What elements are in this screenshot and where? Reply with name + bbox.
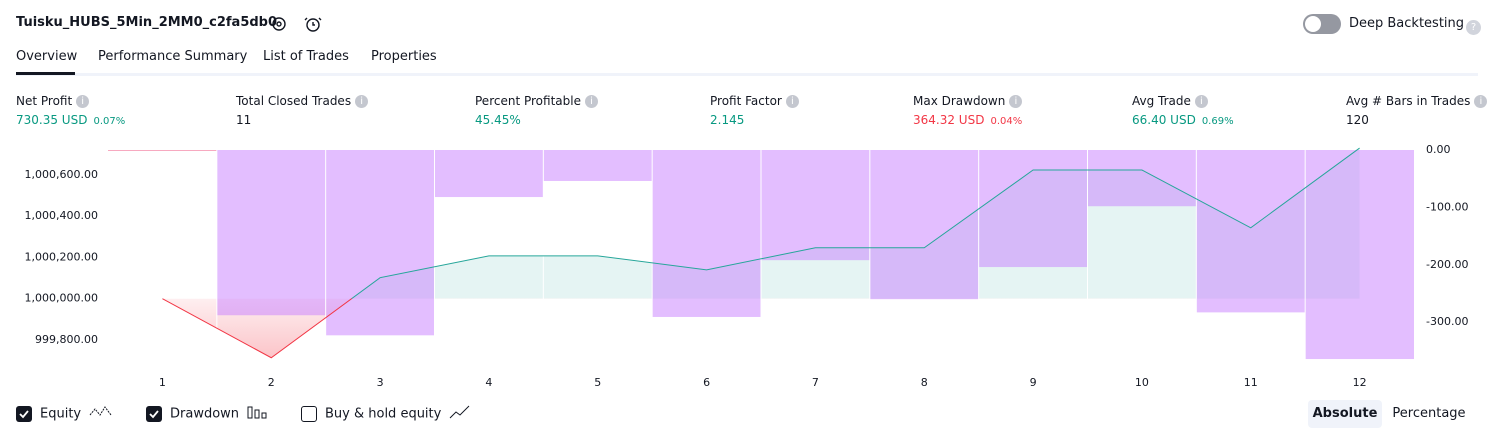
x-tick-label: 4 [485,376,492,389]
metric-label: Avg Trade i [1132,94,1208,108]
metric-value-text: 730.35 USD [16,113,88,127]
x-tick-label: 8 [921,376,928,389]
x-tick-label: 6 [703,376,710,389]
legend-toggle[interactable]: Buy & hold equity [301,405,471,423]
legend-label: Drawdown [170,406,240,422]
x-tick-label: 11 [1244,376,1258,389]
tab[interactable]: List of Trades [263,49,349,64]
header-icons[interactable] [270,14,330,34]
metric-label: Percent Profitable i [475,94,598,108]
metric-percent: 0.04% [990,116,1023,127]
deep-toggle[interactable] [1303,14,1341,34]
drawdown-bar [1305,150,1414,360]
metric-value: 45.45% [475,113,521,127]
metric-value: 120 [1346,113,1369,127]
y2-tick-label: -100.00 [1426,200,1468,213]
metric-value-text: 45.45% [475,113,521,127]
metric-label-text: Avg # Bars in Trades [1346,94,1471,108]
metric-value: 11 [236,113,251,127]
y-tick-label: 1,000,400.00 [25,209,98,222]
metric-label: Avg # Bars in Trades i [1346,94,1488,108]
info-icon[interactable]: i [76,95,90,108]
metric-label: Total Closed Trades i [236,94,369,108]
x-tick-label: 5 [594,376,601,389]
info-icon[interactable]: i [1474,95,1488,108]
metric-label: Net Profit i [16,94,90,108]
drawdown-bar [543,150,653,181]
metric-value: 66.40 USD 0.69% [1132,113,1234,127]
deep-label: Deep Backtesting [1349,16,1465,31]
drawdown-bar [1196,150,1306,313]
tab-divider [16,73,1478,76]
checkbox[interactable] [146,406,162,422]
tab[interactable]: Properties [371,49,437,64]
drawdown-bar [216,150,326,316]
metric-value-text: 66.40 USD [1132,113,1196,127]
x-tick-label: 10 [1135,376,1149,389]
drawdown-bar [869,150,979,300]
metric-label-text: Profit Factor [710,94,782,108]
y2-tick-label: -300.00 [1426,315,1468,328]
mode-button[interactable]: Absolute [1308,400,1382,428]
drawdown-bar [978,150,1088,268]
metric-value-text: 11 [236,113,252,127]
y-tick-label: 999,800.00 [35,333,98,346]
x-tick-label: 1 [159,376,166,389]
drawdown-bar [434,150,544,198]
metric-value: 2.145 [710,113,744,127]
metric-percent: 0.07% [93,116,126,127]
checkbox[interactable] [16,406,32,422]
metric-value-text: 2.145 [710,113,745,127]
legend-label: Buy & hold equity [325,406,442,422]
info-icon[interactable]: i [1009,95,1023,108]
x-tick-label: 2 [268,376,275,389]
metric-value: 364.32 USD 0.04% [913,113,1022,127]
drawdown-bar [761,150,870,261]
tab-underline [16,72,75,75]
metric-label: Profit Factor i [710,94,799,108]
info-icon[interactable]: i [584,95,598,108]
info-icon[interactable]: i [355,95,369,108]
x-tick-label: 3 [377,376,384,389]
legend-icon [89,406,113,423]
tab[interactable]: Overview [16,49,78,64]
checkbox[interactable] [301,406,317,422]
y-tick-label: 1,000,000.00 [25,292,98,305]
tab[interactable]: Performance Summary [98,49,248,64]
legend-icon [449,405,471,423]
metric-value-text: 364.32 USD [913,113,985,127]
x-tick-label: 9 [1030,376,1037,389]
info-icon[interactable]: i [785,95,799,108]
x-tick-label: 7 [812,376,819,389]
equity-line [162,147,1360,359]
metric-value: 730.35 USD 0.07% [16,113,125,127]
metric-label-text: Max Drawdown [913,94,1006,108]
x-tick-label: 12 [1353,376,1367,389]
metric-label-text: Percent Profitable [475,94,581,108]
metric-percent: 0.69% [1201,116,1234,127]
metric-label-text: Net Profit [16,94,73,108]
y2-tick-label: -200.00 [1426,258,1468,271]
metric-label-text: Total Closed Trades [236,94,352,108]
mode-button[interactable]: Percentage [1392,406,1466,421]
info-icon[interactable]: i [1194,95,1208,108]
drawdown-bar [652,150,761,317]
strategy-title: Tuisku_HUBS_5Min_2MM0_c2fa5db0 [16,15,278,30]
metric-label-text: Avg Trade [1132,94,1191,108]
legend-toggle[interactable]: Drawdown [146,405,269,423]
y-tick-label: 1,000,200.00 [25,250,98,263]
drawdown-bar [1087,150,1197,207]
y-tick-label: 1,000,600.00 [25,168,98,181]
help[interactable]: ? [1462,17,1481,36]
y2-tick-label: 0.00 [1426,143,1451,156]
legend-icon [247,406,269,423]
metric-value-text: 120 [1346,113,1369,127]
legend-toggle[interactable]: Equity [16,405,113,423]
metric-label: Max Drawdown i [913,94,1023,108]
drawdown-bar [325,150,435,336]
legend-label: Equity [40,406,82,422]
